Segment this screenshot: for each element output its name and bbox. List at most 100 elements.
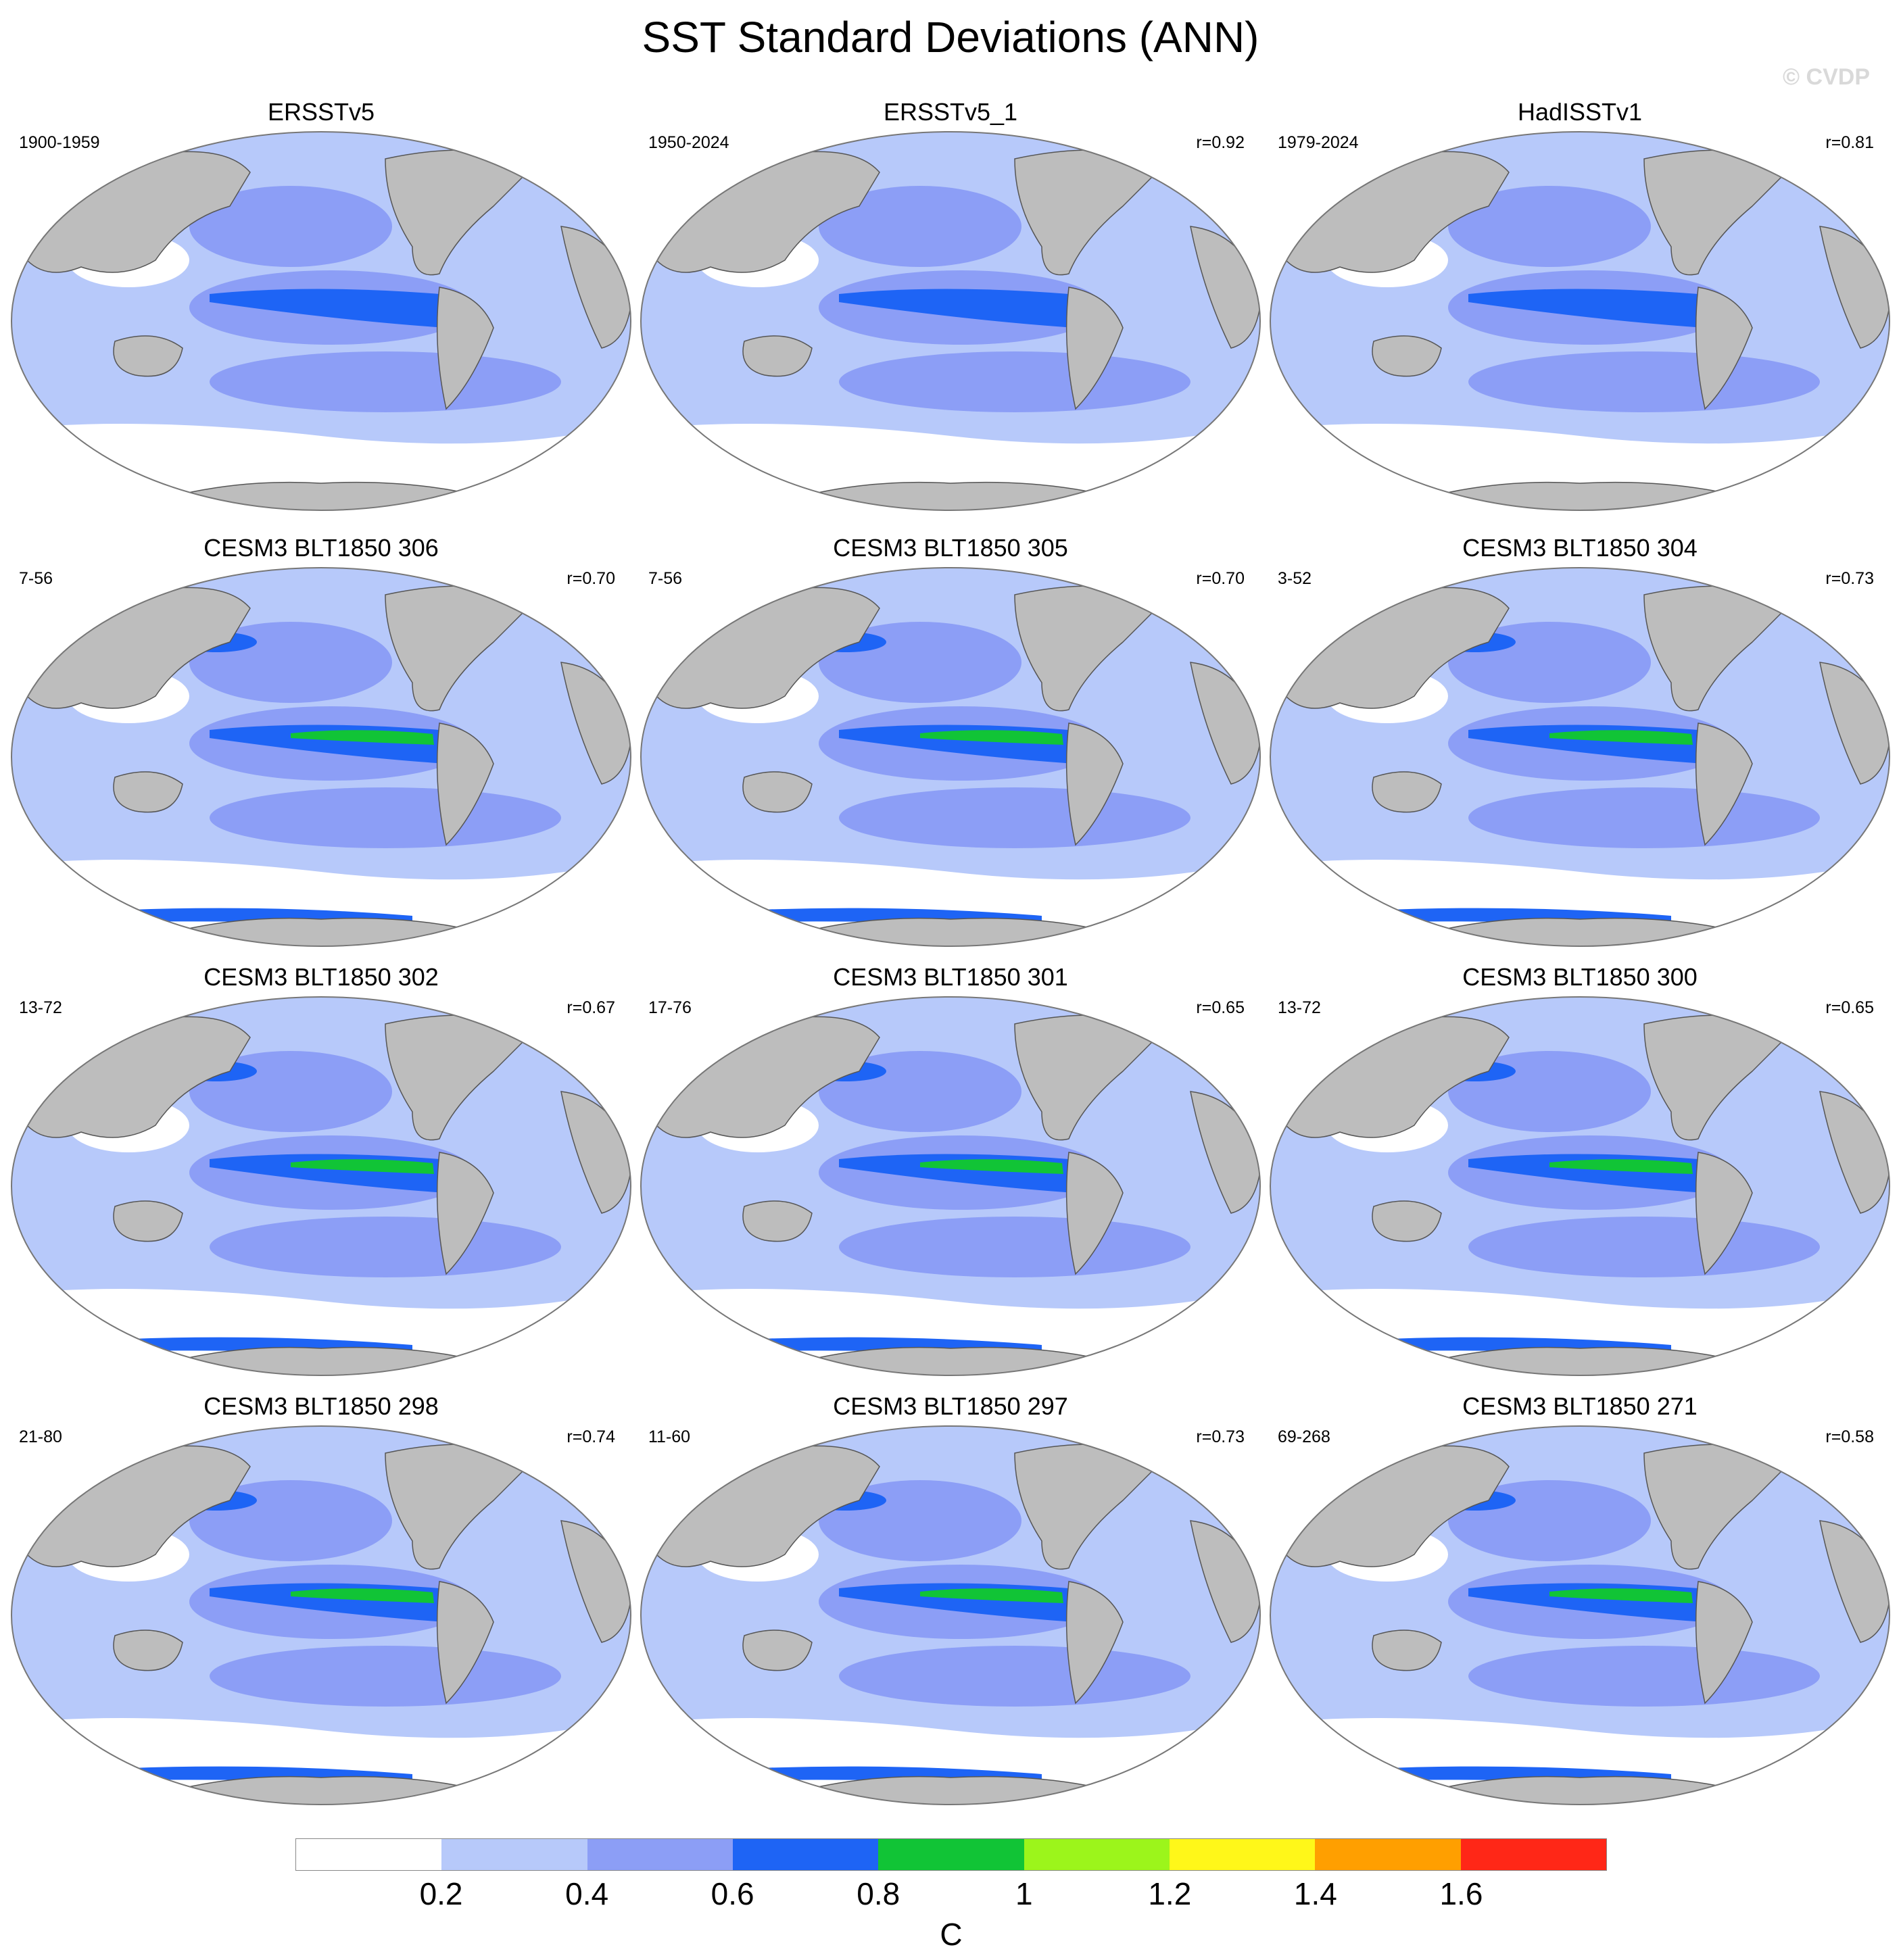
map-border: [640, 996, 1261, 1376]
southern-ocean-patch: [1468, 1217, 1820, 1277]
panel-period: 1950-2024: [648, 133, 729, 152]
panel-period: 1979-2024: [1278, 133, 1359, 152]
panel-correlation: r=0.92: [1196, 133, 1245, 152]
enso-core: [291, 730, 434, 745]
panel-period: 3-52: [1278, 569, 1312, 588]
panel-title: CESM3 BLT1850 304: [1462, 534, 1698, 562]
southern-ocean-patch: [1468, 351, 1820, 412]
panel-correlation: r=0.67: [567, 998, 615, 1017]
south-america-landmass: [1695, 1581, 1753, 1705]
panel-correlation: r=0.65: [1825, 998, 1874, 1017]
enso-tongue: [1468, 289, 1705, 328]
australia-landmass: [742, 771, 813, 813]
panel-correlation: r=0.81: [1825, 133, 1874, 152]
panel-period: 7-56: [648, 569, 683, 588]
figure-title: SST Standard Deviations (ANN): [642, 13, 1259, 62]
southern-ocean-patch: [210, 1217, 561, 1277]
southern-ocean-patch: [210, 351, 561, 412]
map-border: [11, 131, 631, 511]
map-panel-hadisstv1: HadISSTv1 1979-2024 r=0.81: [1266, 98, 1894, 517]
map-panel-cesm3-302: CESM3 BLT1850 302 13-72 r=0.67: [7, 963, 635, 1382]
panel-title: ERSSTv5: [267, 98, 375, 126]
southern-ocean-patch: [839, 351, 1190, 412]
south-america-landmass: [1695, 722, 1753, 846]
sst-std-map: [1270, 996, 1890, 1376]
southern-ocean-patch: [1468, 1646, 1820, 1707]
colorbar-tick-label: 0.6: [711, 1876, 754, 1911]
map-panel-cesm3-305: CESM3 BLT1850 305 7-56 r=0.70: [636, 534, 1265, 953]
enso-tongue: [210, 289, 446, 328]
australia-landmass: [113, 1200, 183, 1242]
map-panel-ersstv5: ERSSTv5 1900-1959: [7, 98, 635, 517]
panel-title: CESM3 BLT1850 305: [833, 534, 1068, 562]
map-border: [640, 567, 1261, 947]
enso-core: [291, 1159, 434, 1174]
australia-landmass: [742, 335, 813, 377]
south-america-landmass: [436, 287, 494, 410]
colorbar-segment: [1460, 1838, 1607, 1871]
south-america-landmass: [1065, 287, 1124, 410]
map-border: [11, 567, 631, 947]
colorbar-tick-label: 1.6: [1439, 1876, 1483, 1911]
map-border: [1270, 1425, 1890, 1805]
panel-correlation: r=0.58: [1825, 1427, 1874, 1446]
panel-period: 11-60: [648, 1427, 691, 1446]
sst-std-map: [1270, 131, 1890, 511]
panel-title: CESM3 BLT1850 298: [203, 1392, 439, 1420]
south-america-landmass: [1695, 1152, 1753, 1275]
enso-core: [1549, 730, 1693, 745]
australia-landmass: [742, 1200, 813, 1242]
panel-title: CESM3 BLT1850 306: [203, 534, 439, 562]
south-america-landmass: [436, 722, 494, 846]
colorbar-tick-label: 0.8: [857, 1876, 900, 1911]
enso-core: [920, 1588, 1063, 1603]
sst-std-map: [640, 1425, 1261, 1805]
south-america-landmass: [1065, 1152, 1124, 1275]
copyright-watermark: © CVDP: [1783, 64, 1870, 90]
panel-correlation: r=0.70: [1196, 569, 1245, 588]
colorbar-segment: [295, 1838, 442, 1871]
colorbar-segment: [1024, 1838, 1170, 1871]
australia-landmass: [1372, 1200, 1442, 1242]
map-border: [11, 1425, 631, 1805]
map-panel-cesm3-301: CESM3 BLT1850 301 17-76 r=0.65: [636, 963, 1265, 1382]
panel-period: 7-56: [19, 569, 53, 588]
north-pacific-patch: [189, 186, 392, 267]
panel-period: 69-268: [1278, 1427, 1330, 1446]
map-panel-cesm3-306: CESM3 BLT1850 306 7-56 r=0.70: [7, 534, 635, 953]
enso-tongue: [839, 289, 1076, 328]
southern-ocean-patch: [210, 1646, 561, 1707]
southern-ocean-patch: [1468, 787, 1820, 848]
map-border: [1270, 567, 1890, 947]
southern-ocean-patch: [210, 787, 561, 848]
colorbar-segment: [441, 1838, 587, 1871]
panel-period: 21-80: [19, 1427, 62, 1446]
panel-title: ERSSTv5_1: [883, 98, 1018, 126]
panel-title: HadISSTv1: [1517, 98, 1643, 126]
southern-ocean-patch: [839, 1646, 1190, 1707]
panel-period: 17-76: [648, 998, 692, 1017]
enso-core: [291, 1588, 434, 1603]
panel-correlation: r=0.73: [1196, 1427, 1245, 1446]
map-panel-cesm3-300: CESM3 BLT1850 300 13-72 r=0.65: [1266, 963, 1894, 1382]
australia-landmass: [113, 1630, 183, 1671]
southern-ocean-patch: [839, 1217, 1190, 1277]
panel-period: 13-72: [19, 998, 62, 1017]
colorbar: [295, 1838, 1607, 1871]
colorbar-segment: [587, 1838, 733, 1871]
colorbar-segment: [878, 1838, 1024, 1871]
enso-core: [920, 1159, 1063, 1174]
australia-landmass: [113, 771, 183, 813]
panel-title: CESM3 BLT1850 301: [833, 963, 1068, 991]
panel-correlation: r=0.73: [1825, 569, 1874, 588]
south-america-landmass: [436, 1581, 494, 1705]
colorbar-tick-label: 1.2: [1148, 1876, 1192, 1911]
map-panel-cesm3-304: CESM3 BLT1850 304 3-52 r=0.73: [1266, 534, 1894, 953]
sst-std-map: [1270, 1425, 1890, 1805]
australia-landmass: [1372, 335, 1442, 377]
colorbar-tick-label: 0.2: [419, 1876, 463, 1911]
sst-std-map: [640, 131, 1261, 511]
enso-core: [1549, 1159, 1693, 1174]
map-border: [640, 131, 1261, 511]
australia-landmass: [742, 1630, 813, 1671]
